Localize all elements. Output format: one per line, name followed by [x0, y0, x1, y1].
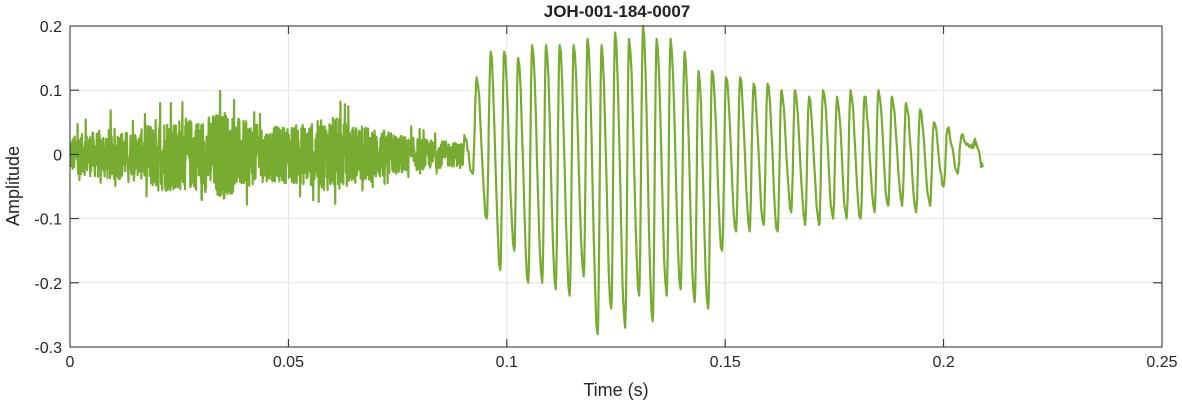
- x-tick-label: 0.1: [496, 354, 518, 371]
- x-tick-label: 0.05: [273, 354, 304, 371]
- y-tick-label: 0.2: [40, 19, 62, 36]
- tick-marks: [69, 25, 1163, 348]
- x-axis-label: Time (s): [583, 380, 648, 400]
- y-tick-label: 0: [53, 147, 62, 164]
- series-line-0: [68, 24, 984, 336]
- y-tick-labels: -0.3 -0.2 -0.1 0 0.1 0.2: [34, 19, 62, 357]
- chart-title: JOH-001-184-0007: [544, 2, 690, 21]
- x-tick-label: 0.15: [710, 354, 741, 371]
- x-tick-label: 0.2: [932, 354, 954, 371]
- x-tick-label: 0: [66, 354, 75, 371]
- y-tick-label: -0.2: [34, 276, 62, 293]
- y-tick-label: -0.3: [34, 340, 62, 357]
- plot-area: [70, 26, 1162, 347]
- x-tick-label: 0.25: [1146, 354, 1177, 371]
- y-tick-label: -0.1: [34, 212, 62, 229]
- y-axis-label: Amplitude: [3, 146, 23, 226]
- axes-box: [69, 25, 1163, 348]
- y-tick-label: 0.1: [40, 83, 62, 100]
- x-tick-labels: 0 0.05 0.1 0.15 0.2 0.25: [66, 354, 1178, 371]
